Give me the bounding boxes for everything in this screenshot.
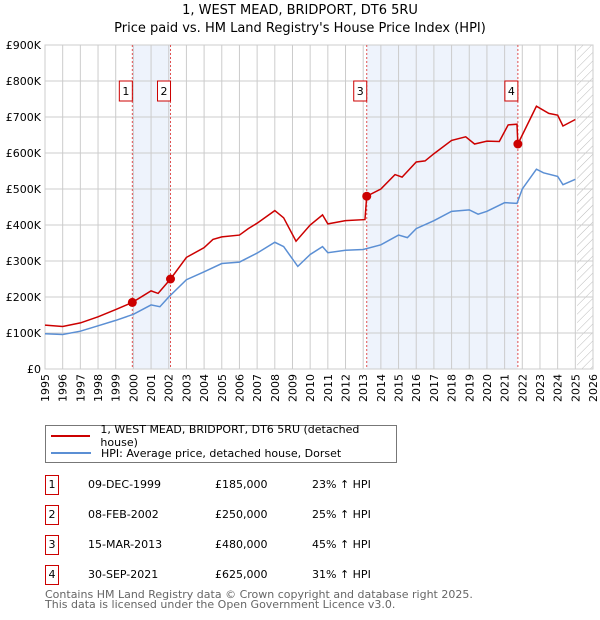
legend: 1, WEST MEAD, BRIDPORT, DT6 5RU (detache… xyxy=(45,423,397,463)
sale-hpi-change: 31% ↑ HPI xyxy=(312,568,371,581)
x-tick-label: 2026 xyxy=(587,374,600,402)
footer-line: Contains HM Land Registry data © Crown c… xyxy=(45,588,473,601)
x-tick-label: 2011 xyxy=(322,374,335,402)
sale-date: 15-MAR-2013 xyxy=(88,538,163,551)
legend-item-hpi: HPI: Average price, detached house, Dors… xyxy=(51,445,341,461)
x-tick-label: 2014 xyxy=(375,374,388,402)
y-tick-label: £900K xyxy=(6,39,42,52)
x-tick-label: 2006 xyxy=(233,374,246,402)
x-tick-label: 2009 xyxy=(286,374,299,402)
sale-label-box xyxy=(118,80,133,102)
x-tick-label: 1999 xyxy=(110,374,123,402)
y-tick-label: £100K xyxy=(6,327,42,340)
sale-price: £480,000 xyxy=(215,538,268,551)
sale-point xyxy=(166,274,176,284)
x-tick-label: 2019 xyxy=(463,374,476,402)
chart-title: 1, WEST MEAD, BRIDPORT, DT6 5RU xyxy=(182,3,418,18)
x-tick-label: 2002 xyxy=(163,374,176,402)
forecast-hatch xyxy=(577,45,593,369)
chart-subtitle: Price paid vs. HM Land Registry's House … xyxy=(114,21,486,36)
sale-point xyxy=(127,297,137,307)
sale-number: 3 xyxy=(45,535,59,555)
x-tick-label: 2018 xyxy=(446,374,459,402)
x-tick-label: 2000 xyxy=(127,374,140,402)
x-tick-label: 2022 xyxy=(516,374,529,402)
y-tick-label: £200K xyxy=(6,291,42,304)
sale-label-box xyxy=(504,80,519,102)
legend-label: HPI: Average price, detached house, Dors… xyxy=(101,446,342,460)
x-tick-label: 2008 xyxy=(269,374,282,402)
property-price-line xyxy=(44,105,576,328)
x-tick-label: 2007 xyxy=(251,374,264,402)
sale-point xyxy=(513,139,523,149)
x-tick-label: 2016 xyxy=(410,374,423,402)
sale-number: 4 xyxy=(45,565,59,585)
legend-swatch-blue xyxy=(51,452,91,454)
sale-hpi-change: 23% ↑ HPI xyxy=(312,478,371,491)
y-tick-label: £0 xyxy=(27,363,41,376)
x-tick-label: 2015 xyxy=(393,374,406,402)
sale-label: 1 xyxy=(122,85,129,98)
x-tick-label: 2003 xyxy=(180,374,193,402)
sale-number: 2 xyxy=(45,505,59,525)
sale-hpi-change: 45% ↑ HPI xyxy=(312,538,371,551)
sale-number: 1 xyxy=(45,475,59,495)
x-tick-label: 1995 xyxy=(39,374,52,402)
sale-date: 09-DEC-1999 xyxy=(88,478,162,491)
y-tick-label: £300K xyxy=(6,255,42,268)
sale-label-box xyxy=(157,80,172,102)
x-tick-label: 2010 xyxy=(304,374,317,402)
x-tick-label: 2023 xyxy=(534,374,547,402)
legend-item-property: 1, WEST MEAD, BRIDPORT, DT6 5RU (detache… xyxy=(51,423,396,449)
sale-date: 08-FEB-2002 xyxy=(88,508,159,521)
x-tick-label: 2020 xyxy=(481,374,494,402)
sale-point xyxy=(362,191,372,201)
x-tick-label: 2001 xyxy=(145,374,158,402)
y-tick-label: £600K xyxy=(6,147,42,160)
sale-price: £625,000 xyxy=(215,568,268,581)
x-tick-label: 2021 xyxy=(499,374,512,402)
x-tick-label: 2025 xyxy=(569,374,582,402)
x-tick-label: 1998 xyxy=(92,374,105,402)
sale-price: £185,000 xyxy=(215,478,268,491)
x-tick-label: 2005 xyxy=(216,374,229,402)
x-tick-label: 2013 xyxy=(357,374,370,402)
footer: Contains HM Land Registry data © Crown c… xyxy=(45,588,473,611)
y-tick-label: £500K xyxy=(6,183,42,196)
x-tick-label: 1997 xyxy=(74,374,87,402)
footer-line: This data is licensed under the Open Gov… xyxy=(45,598,396,611)
plot-border xyxy=(44,44,594,370)
x-tick-label: 2004 xyxy=(198,374,211,402)
sale-label: 2 xyxy=(161,85,168,98)
x-tick-label: 2017 xyxy=(428,374,441,402)
sale-label: 3 xyxy=(357,85,364,98)
legend-swatch-red xyxy=(51,435,91,437)
sale-label-box xyxy=(353,80,368,102)
sale-date: 30-SEP-2021 xyxy=(88,568,159,581)
y-tick-label: £800K xyxy=(6,75,42,88)
x-tick-label: 2024 xyxy=(552,374,565,402)
hpi-line xyxy=(44,168,576,336)
y-tick-label: £400K xyxy=(6,219,42,232)
legend-label: 1, WEST MEAD, BRIDPORT, DT6 5RU (detache… xyxy=(100,423,360,449)
chart-plot: 1995 1996 1997 1998 1999 2000 2001 2002 2003 2004… xyxy=(6,39,600,402)
sale-label: 4 xyxy=(508,85,515,98)
sale-hpi-change: 25% ↑ HPI xyxy=(312,508,371,521)
sale-period-shade xyxy=(366,45,518,369)
sale-price: £250,000 xyxy=(215,508,268,521)
x-tick-label: 2012 xyxy=(340,374,353,402)
x-tick-label: 1996 xyxy=(57,374,70,402)
y-tick-label: £700K xyxy=(6,111,42,124)
